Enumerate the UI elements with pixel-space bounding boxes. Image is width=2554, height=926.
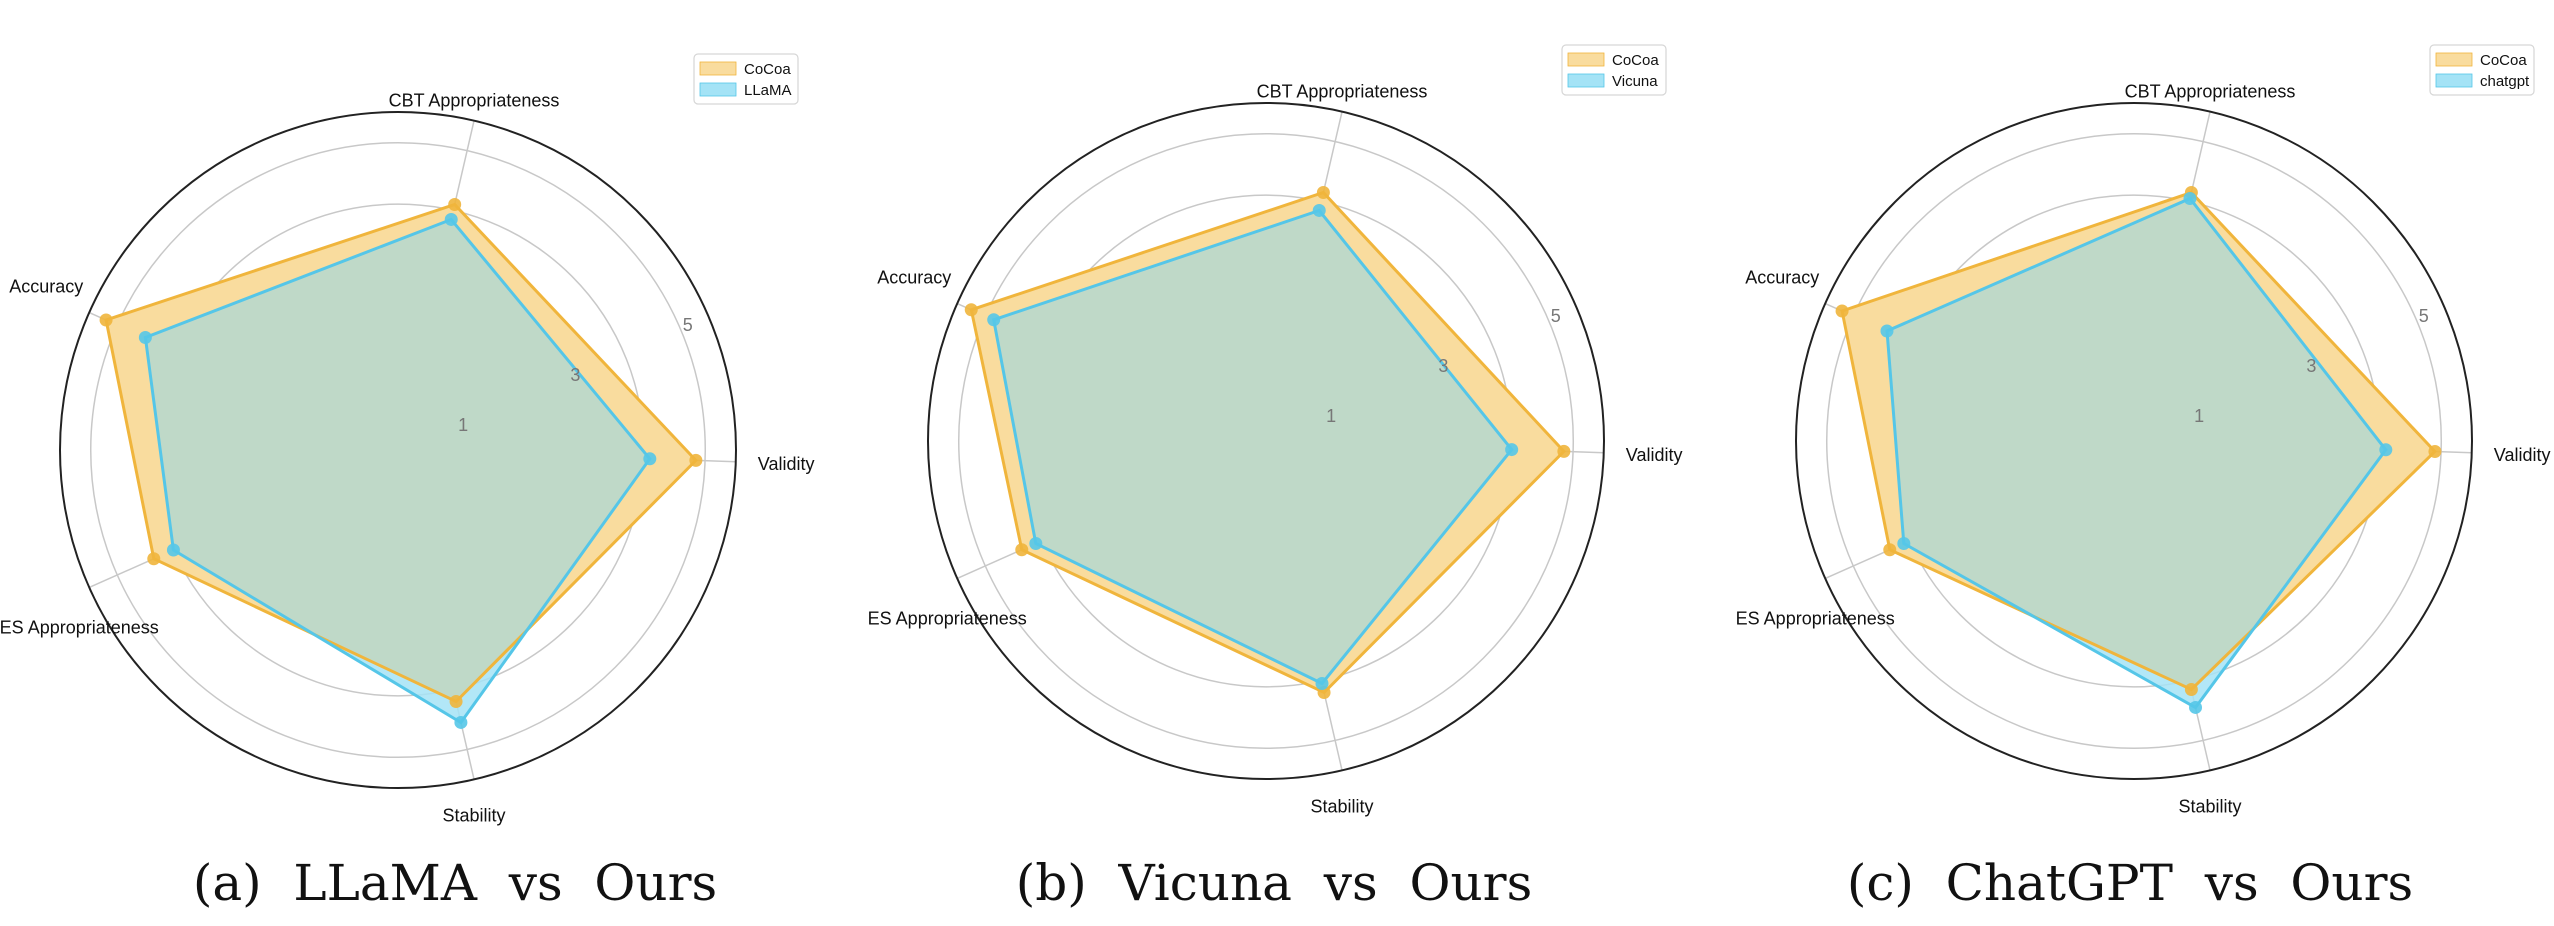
legend: CoCoa Vicuna	[1561, 44, 1667, 96]
series-line-1	[1885, 196, 2388, 710]
axis-label: Validity	[1626, 445, 1683, 465]
data-point-0-1	[1316, 186, 1330, 200]
legend-label: CoCoa	[2480, 52, 2527, 69]
data-point-1-3	[1029, 536, 1043, 550]
data-point-1-1	[2183, 191, 2197, 205]
axis-label: Accuracy	[1745, 268, 1819, 288]
data-point-1-1	[444, 212, 458, 226]
legend: CoCoa LLaMA	[693, 53, 799, 105]
series-line-1	[991, 208, 1514, 686]
caption-b: (b) Vicuna vs Ours	[1015, 854, 1533, 912]
series-overlap	[1887, 198, 2386, 690]
legend-swatch	[699, 61, 737, 76]
data-point-0-3	[1883, 543, 1897, 557]
radial-tick-label: 5	[2419, 306, 2429, 326]
radial-tick-label: 1	[1326, 406, 1336, 426]
axis-label: Accuracy	[877, 268, 951, 288]
data-point-0-2	[99, 313, 113, 327]
data-point-0-1	[448, 197, 462, 211]
legend-label: CoCoa	[744, 61, 791, 78]
data-point-0-4	[2184, 682, 2198, 696]
radial-tick-label: 5	[1551, 306, 1561, 326]
axis-label: CBT Appropriateness	[1257, 82, 1428, 102]
legend-swatch	[2435, 52, 2473, 67]
caption-c: (c) ChatGPT vs Ours	[1846, 854, 2414, 912]
data-point-0-0	[1557, 444, 1571, 458]
legend-label: Vicuna	[1612, 73, 1658, 90]
data-point-1-4	[1315, 677, 1329, 691]
axis-label: CBT Appropriateness	[389, 91, 560, 111]
data-point-0-0	[689, 453, 703, 467]
data-point-1-1	[1312, 203, 1326, 217]
data-point-1-2	[987, 313, 1001, 327]
radial-tick-label: 5	[683, 315, 693, 335]
data-point-1-4	[2189, 700, 2203, 714]
data-point-1-3	[1897, 536, 1911, 550]
series-overlap	[993, 210, 1512, 684]
series-line-0	[969, 190, 1566, 695]
legend-swatch	[1567, 73, 1605, 88]
data-point-1-3	[166, 543, 180, 557]
outer-circle	[59, 111, 737, 789]
data-point-1-4	[454, 715, 468, 729]
series-line-0	[104, 202, 698, 704]
axis-label: ES Appropriateness	[0, 617, 159, 637]
grid-circle	[89, 141, 707, 759]
legend: CoCoa chatgpt	[2429, 44, 2535, 96]
axis-label: Validity	[758, 454, 815, 474]
data-point-1-2	[1880, 324, 1894, 338]
legend-swatch	[1567, 52, 1605, 67]
axis-label: Stability	[443, 805, 506, 825]
axis-label: Stability	[1311, 796, 1374, 816]
radial-tick-label: 1	[2194, 406, 2204, 426]
legend-swatch	[699, 82, 737, 97]
radial-tick-label: 3	[1438, 356, 1448, 376]
legend-swatch	[2435, 73, 2473, 88]
data-point-0-2	[964, 303, 978, 317]
outer-circle	[1795, 102, 2473, 780]
radial-tick-label: 3	[2306, 356, 2316, 376]
data-point-0-3	[1015, 543, 1029, 557]
grid-circle	[1825, 132, 2443, 750]
data-point-1-2	[138, 331, 152, 345]
axis-label: ES Appropriateness	[868, 608, 1027, 628]
grid-circle	[957, 132, 1575, 750]
data-point-1-0	[1505, 443, 1519, 457]
axis-label: Validity	[2494, 445, 2551, 465]
outer-circle	[927, 102, 1605, 780]
data-point-0-3	[147, 552, 161, 566]
axis-label: ES Appropriateness	[1736, 608, 1895, 628]
legend-label: CoCoa	[1612, 52, 1659, 69]
data-point-0-0	[2428, 445, 2442, 459]
data-point-1-0	[2379, 443, 2393, 457]
radial-tick-label: 1	[458, 415, 468, 435]
axis-label: CBT Appropriateness	[2125, 82, 2296, 102]
data-point-0-2	[1835, 304, 1849, 318]
series-line-1	[143, 217, 652, 725]
data-point-0-4	[449, 694, 463, 708]
series-overlap	[145, 219, 650, 702]
radar-chart-2: 1 3 5 Validity CBT Appropriateness Accuracy ES…	[1736, 44, 2551, 816]
radar-chart-0: 1 3 5 Validity CBT Appropriateness Accuracy ES…	[0, 53, 815, 825]
series-line-0	[1840, 190, 2438, 692]
data-point-1-0	[643, 452, 657, 466]
axis-label: Accuracy	[9, 277, 83, 297]
caption-a: (a) LLaMA vs Ours	[192, 854, 718, 912]
radial-tick-label: 3	[570, 365, 580, 385]
legend-label: LLaMA	[744, 82, 792, 99]
radar-chart-1: 1 3 5 Validity CBT Appropriateness Accuracy ES…	[868, 44, 1683, 816]
legend-label: chatgpt	[2480, 73, 2530, 90]
axis-label: Stability	[2179, 796, 2242, 816]
